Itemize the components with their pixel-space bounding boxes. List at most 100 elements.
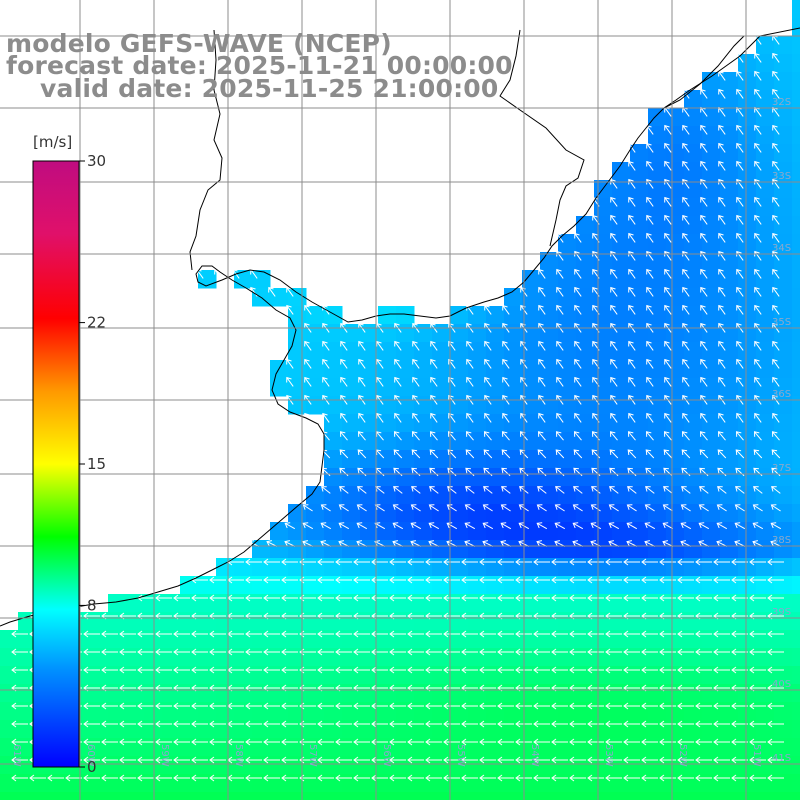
wind-arrow xyxy=(497,666,514,674)
wind-speed-cell xyxy=(630,738,649,757)
wind-arrow xyxy=(191,630,208,638)
wind-speed-cell xyxy=(432,576,451,595)
wind-speed-cell xyxy=(252,630,271,649)
wind-speed-cell xyxy=(504,774,523,793)
wind-arrow xyxy=(551,738,568,746)
wind-arrow xyxy=(754,250,762,261)
wind-speed-cell xyxy=(684,720,703,739)
wind-speed-cell xyxy=(666,756,685,775)
wind-speed-cell xyxy=(666,180,685,199)
wind-speed-cell xyxy=(612,630,631,649)
wind-speed-cell xyxy=(666,702,685,721)
wind-speed-cell xyxy=(720,360,739,379)
wind-arrow xyxy=(749,648,766,656)
wind-speed-cell xyxy=(702,432,721,451)
wind-speed-cell xyxy=(720,198,739,217)
wind-arrow xyxy=(605,774,622,782)
wind-speed-cell xyxy=(180,576,199,595)
wind-arrow xyxy=(736,340,744,351)
wind-arrow xyxy=(608,522,620,530)
wind-speed-cell xyxy=(558,738,577,757)
wind-speed-cell xyxy=(558,630,577,649)
wind-arrow xyxy=(646,214,654,225)
wind-speed-cell xyxy=(108,738,127,757)
wind-arrow xyxy=(407,594,424,602)
wind-arrow xyxy=(682,268,690,279)
wind-arrow xyxy=(389,702,406,710)
wind-arrow xyxy=(425,594,442,602)
wind-arrow xyxy=(245,558,262,566)
wind-speed-cell xyxy=(468,630,487,649)
wind-arrow xyxy=(479,720,496,728)
wind-arrow xyxy=(713,756,730,764)
wind-speed-cell xyxy=(648,306,667,325)
wind-speed-cell xyxy=(324,306,343,325)
wind-speed-cell xyxy=(162,756,181,775)
wind-speed-cell xyxy=(270,522,289,541)
wind-arrow xyxy=(587,720,604,728)
wind-speed-cell xyxy=(720,306,739,325)
wind-arrow xyxy=(556,268,564,279)
wind-speed-cell xyxy=(792,540,800,559)
wind-speed-cell xyxy=(720,216,739,235)
wind-arrow xyxy=(659,576,676,584)
wind-arrow xyxy=(407,774,424,782)
wind-speed-cell xyxy=(18,774,37,793)
wind-arrow xyxy=(335,630,352,638)
wind-arrow xyxy=(245,774,262,782)
wind-speed-cell xyxy=(360,414,379,433)
wind-arrow xyxy=(483,431,492,441)
wind-arrow xyxy=(569,630,586,638)
wind-speed-cell xyxy=(774,144,793,163)
longitude-label: 54W xyxy=(529,744,540,767)
wind-arrow xyxy=(749,558,766,566)
wind-arrow xyxy=(695,774,712,782)
wind-speed-cell xyxy=(576,216,595,235)
wind-speed-cell xyxy=(468,414,487,433)
wind-speed-cell xyxy=(0,792,19,800)
wind-speed-cell xyxy=(108,648,127,667)
wind-arrow xyxy=(700,142,708,153)
wind-arrow xyxy=(537,486,547,494)
wind-speed-cell xyxy=(594,702,613,721)
wind-speed-cell xyxy=(612,234,631,253)
wind-speed-cell xyxy=(630,702,649,721)
wind-speed-cell xyxy=(756,432,775,451)
wind-arrow xyxy=(753,449,763,459)
wind-arrow xyxy=(569,720,586,728)
wind-arrow xyxy=(335,558,352,566)
wind-speed-cell xyxy=(576,558,595,577)
wind-speed-cell xyxy=(162,720,181,739)
wind-arrow xyxy=(664,304,672,315)
wind-speed-cell xyxy=(468,360,487,379)
wind-speed-cell xyxy=(378,792,397,800)
wind-arrow xyxy=(736,142,744,153)
wind-speed-cell xyxy=(720,162,739,181)
wind-speed-cell xyxy=(666,774,685,793)
wind-speed-cell xyxy=(702,198,721,217)
wind-speed-cell xyxy=(756,684,775,703)
wind-arrow xyxy=(502,340,510,351)
wind-arrow xyxy=(700,358,708,369)
wind-speed-cell xyxy=(774,90,793,109)
wind-arrow xyxy=(623,558,640,566)
wind-arrow xyxy=(628,160,636,171)
wind-speed-cell xyxy=(702,756,721,775)
wind-speed-cell xyxy=(558,252,577,271)
wind-speed-cell xyxy=(486,504,505,523)
wind-speed-cell xyxy=(450,594,469,613)
wind-speed-cell xyxy=(270,684,289,703)
wind-arrow xyxy=(425,720,442,728)
wind-arrow xyxy=(664,178,672,189)
wind-arrow xyxy=(335,594,352,602)
wind-speed-cell xyxy=(630,432,649,451)
wind-speed-cell xyxy=(360,558,379,577)
wind-speed-cell xyxy=(144,648,163,667)
wind-speed-cell xyxy=(702,774,721,793)
wind-speed-cell xyxy=(360,684,379,703)
wind-speed-cell xyxy=(576,594,595,613)
wind-speed-cell xyxy=(18,738,37,757)
wind-arrow xyxy=(425,666,442,674)
wind-arrow xyxy=(754,52,762,63)
wind-arrow xyxy=(339,431,348,441)
